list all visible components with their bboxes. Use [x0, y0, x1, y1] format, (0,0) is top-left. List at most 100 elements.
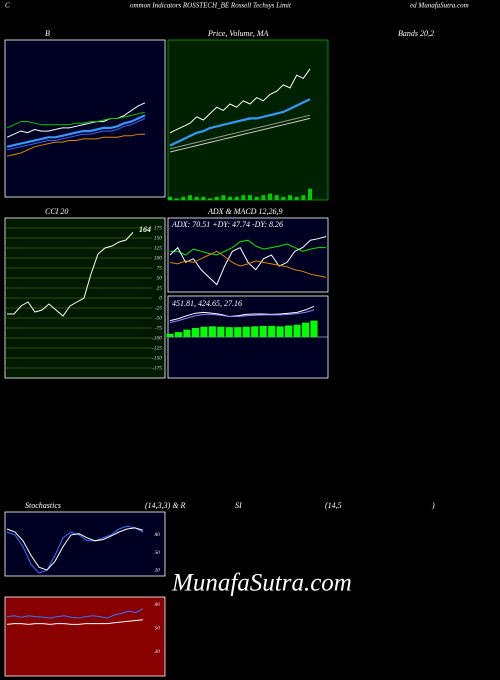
volume-bar: [194, 196, 199, 200]
volume-bar: [301, 195, 306, 200]
volume-bar: [228, 196, 232, 200]
y-tick-label: 175: [154, 225, 163, 231]
annotation: 451.81, 424.65, 27.16: [172, 299, 242, 308]
volume-bar: [274, 195, 279, 200]
y-tick-label: 80: [155, 532, 161, 538]
histogram-bar: [242, 326, 250, 337]
series-line: [169, 114, 311, 150]
y-tick-label: 25: [157, 285, 163, 291]
histogram-bar: [191, 327, 199, 337]
panel-title: CCI 20: [45, 207, 68, 216]
panel-title: Bands 20,2: [398, 29, 434, 38]
y-tick-label: -75: [155, 325, 163, 331]
header-center: ommon Indicators ROSSTECH_BE Rossell Tec…: [130, 2, 292, 10]
histogram-bar: [217, 326, 225, 337]
volume-bar: [208, 198, 212, 200]
series-line: [6, 111, 146, 129]
histogram-bar: [174, 332, 183, 337]
header-right: ed MunafaSutra.com: [410, 2, 469, 10]
panel-title: ADX & MACD 12,26,9: [207, 207, 282, 216]
series-line: [6, 608, 144, 619]
panel-title-part: (14,5: [325, 501, 342, 510]
y-tick-label: 125: [154, 245, 163, 251]
panel: [4, 39, 166, 198]
series-line: [169, 250, 327, 278]
volume-bar: [261, 195, 266, 200]
y-tick-label: 150: [154, 235, 163, 241]
annotation: 164: [139, 225, 151, 234]
series-line: [169, 117, 311, 153]
watermark: MunafaSutra.com: [171, 570, 352, 597]
histogram-bar: [200, 326, 208, 337]
volume-bar: [288, 195, 292, 200]
y-tick-label: 50: [157, 275, 163, 281]
volume-bar: [221, 195, 226, 200]
panel: [167, 217, 329, 293]
volume-bar: [254, 196, 259, 200]
series-line: [169, 305, 315, 322]
volume-bar: [268, 193, 272, 200]
y-tick-label: 100: [154, 255, 163, 261]
y-tick-label: -175: [152, 365, 162, 371]
panel-title-part: Stochastics: [25, 501, 61, 510]
series-line: [169, 236, 327, 286]
series-line: [6, 114, 146, 148]
histogram-bar: [166, 333, 174, 337]
y-tick-label: -100: [152, 335, 162, 341]
series-line: [169, 68, 311, 134]
y-tick-label: 50: [155, 626, 161, 632]
y-tick-label: -50: [155, 315, 163, 321]
histogram-bar: [276, 326, 284, 337]
annotation: ADX: 70.51 +DY: 47.74 -DY: 8.26: [171, 220, 283, 229]
volume-bar: [241, 195, 246, 200]
series-line: [7, 232, 134, 317]
panel: [4, 596, 166, 677]
y-tick-label: 20: [155, 567, 161, 573]
volume-bar: [294, 196, 299, 200]
histogram-bar: [259, 325, 267, 337]
y-tick-label: 0: [159, 295, 162, 301]
panel-title-part: ): [431, 501, 435, 510]
histogram-bar: [285, 325, 293, 337]
histogram-bar: [208, 326, 216, 337]
histogram-bar: [268, 325, 276, 337]
histogram-bar: [234, 327, 242, 337]
volume-bar: [214, 196, 219, 200]
y-tick-label: -125: [152, 345, 162, 351]
series-line: [6, 619, 144, 625]
volume-bar: [201, 196, 206, 200]
series-line: [6, 133, 145, 157]
panel: [330, 40, 495, 200]
volume-bar: [308, 188, 312, 200]
volume-bar: [281, 196, 286, 200]
series-line: [6, 525, 144, 574]
volume-bar: [188, 195, 192, 200]
histogram-bar: [301, 322, 310, 337]
y-tick-label: 75: [157, 265, 163, 271]
volume-bar: [248, 195, 252, 200]
histogram-bar: [310, 320, 318, 337]
y-tick-label: 50: [155, 550, 161, 556]
series-line: [169, 98, 311, 147]
volume-bar: [234, 196, 239, 200]
volume-bar: [168, 196, 172, 200]
panel-title-part: (14,3,3) & R: [145, 501, 186, 510]
series-line: [6, 102, 146, 138]
panel-title: Price, Volume, MA: [207, 29, 269, 38]
panel-title: B: [45, 29, 50, 38]
panel: [4, 511, 166, 577]
panel-title-part: SI: [235, 501, 242, 510]
histogram-bar: [225, 327, 233, 337]
volume-bar: [181, 196, 186, 200]
histogram-bar: [183, 329, 191, 337]
header-left: C: [5, 2, 10, 10]
y-tick-label: 20: [155, 649, 161, 655]
series-line: [6, 118, 146, 151]
y-tick-label: 80: [155, 602, 161, 608]
y-tick-label: -25: [155, 305, 163, 311]
series-line: [170, 239, 326, 256]
y-tick-label: -150: [152, 355, 162, 361]
histogram-bar: [293, 324, 301, 337]
series-line: [6, 527, 144, 571]
